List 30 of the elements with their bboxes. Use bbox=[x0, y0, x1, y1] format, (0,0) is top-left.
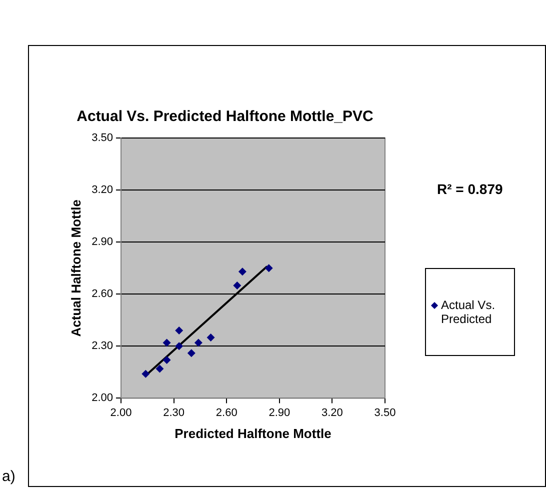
text: a) bbox=[2, 468, 16, 485]
y-tick-label: 3.50 bbox=[92, 132, 114, 144]
point bbox=[238, 268, 246, 276]
y-axis-title: Actual Halftone Mottle bbox=[68, 199, 84, 337]
point bbox=[156, 364, 164, 373]
x-tick-label: 2.00 bbox=[110, 406, 132, 419]
point bbox=[142, 370, 150, 378]
x-tick-label: 2.30 bbox=[163, 406, 185, 419]
text: R² = 0.879 bbox=[437, 181, 503, 197]
y-tick-label: 3.20 bbox=[92, 184, 114, 196]
point bbox=[175, 326, 184, 335]
y-tick-label: 2.60 bbox=[92, 288, 114, 300]
x-tick-label: 3.50 bbox=[374, 406, 396, 419]
y-tick-label: 2.30 bbox=[92, 340, 114, 352]
legend-label: Actual Vs. Predicted bbox=[441, 298, 496, 326]
y-tick-label: 2.00 bbox=[92, 392, 114, 404]
x-tick-label: 2.90 bbox=[268, 406, 290, 419]
point bbox=[162, 356, 171, 364]
point bbox=[264, 264, 273, 272]
point bbox=[233, 281, 242, 290]
point bbox=[175, 342, 184, 350]
x-axis-title: Predicted Halftone Mottle bbox=[174, 426, 332, 441]
point bbox=[206, 333, 215, 342]
x-tick-label: 3.20 bbox=[321, 406, 343, 419]
point bbox=[187, 349, 196, 358]
point bbox=[162, 338, 171, 347]
y-tick-label: 2.90 bbox=[92, 236, 114, 248]
point bbox=[194, 338, 202, 347]
chart-title: Actual Vs. Predicted Halftone Mottle_PVC bbox=[76, 108, 374, 126]
x-tick-label: 2.60 bbox=[216, 406, 238, 419]
